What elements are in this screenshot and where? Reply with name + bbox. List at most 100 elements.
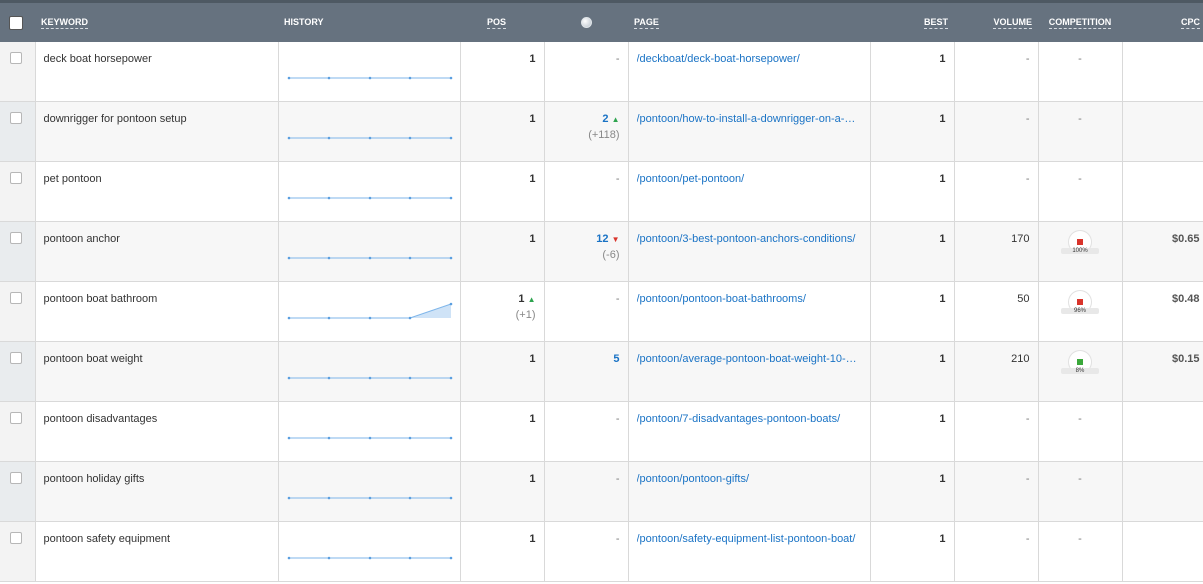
global-pos-value[interactable]: 12 xyxy=(596,233,609,245)
row-select-cell[interactable] xyxy=(0,521,36,582)
cpc-value: $0.15 xyxy=(1171,353,1200,365)
history-cell[interactable] xyxy=(278,41,461,102)
global-pos-value: - xyxy=(615,293,620,305)
history-cell[interactable] xyxy=(278,281,461,342)
col-page-label[interactable]: PAGE xyxy=(634,17,659,29)
col-best[interactable]: BEST xyxy=(870,0,954,42)
row-select-cell[interactable] xyxy=(0,101,36,162)
col-history: HISTORY xyxy=(278,0,460,42)
row-select-cell[interactable] xyxy=(0,41,36,102)
best-cell: 1 xyxy=(870,41,955,102)
row-checkbox[interactable] xyxy=(10,232,22,244)
pos-cell: 1 xyxy=(460,161,545,222)
history-sparkline xyxy=(287,136,452,140)
row-checkbox[interactable] xyxy=(10,51,22,64)
row-checkbox[interactable] xyxy=(10,112,22,124)
best-value: 1 xyxy=(939,473,946,485)
table-row[interactable]: pontoon anchor 1 12 ▼ (-6) /pontoon/3-best-p… xyxy=(0,221,1203,282)
row-select-cell[interactable] xyxy=(0,401,36,462)
col-pos[interactable]: POS xyxy=(460,0,544,42)
competition-value: - xyxy=(1078,52,1082,65)
page-link[interactable]: /pontoon/safety-equipment-list-pontoon-b… xyxy=(636,533,856,545)
select-all-checkbox[interactable] xyxy=(9,16,23,30)
table-row[interactable]: pet pontoon 1 - /pontoon/pet-pontoon/1 - - xyxy=(0,161,1203,222)
global-pos-value[interactable]: 5 xyxy=(613,353,620,365)
row-checkbox[interactable] xyxy=(10,172,22,184)
row-checkbox[interactable] xyxy=(10,412,22,424)
keyword-cell: pontoon anchor xyxy=(35,221,279,282)
page-link[interactable]: /pontoon/pontoon-gifts/ xyxy=(636,473,750,485)
keyword-text: pontoon safety equipment xyxy=(43,533,171,545)
volume-cell: - xyxy=(954,41,1039,102)
table-row[interactable]: pontoon boat bathroom 1 ▲ (+1) - /pontoon/po… xyxy=(0,281,1203,342)
page-cell: /pontoon/safety-equipment-list-pontoon-b… xyxy=(628,521,871,582)
col-best-label[interactable]: BEST xyxy=(923,17,948,29)
row-checkbox[interactable] xyxy=(10,352,22,364)
col-competition[interactable]: COMPETITION xyxy=(1038,0,1122,42)
row-select-cell[interactable] xyxy=(0,281,36,342)
best-cell: 1 xyxy=(870,401,955,462)
page-link[interactable]: /pontoon/pontoon-boat-bathrooms/ xyxy=(636,293,806,305)
col-pos-label[interactable]: POS xyxy=(486,17,506,29)
volume-cell: - xyxy=(954,161,1039,222)
page-cell: /pontoon/pontoon-gifts/ xyxy=(628,461,871,522)
row-select-cell[interactable] xyxy=(0,461,36,522)
best-value: 1 xyxy=(939,52,946,65)
best-value: 1 xyxy=(939,413,946,425)
pos-cell: 1 xyxy=(460,461,545,522)
page-link[interactable]: /pontoon/average-pontoon-boat-weight-10-… xyxy=(636,353,857,365)
history-cell[interactable] xyxy=(278,161,461,222)
history-cell[interactable] xyxy=(278,101,461,162)
globe-icon[interactable] xyxy=(581,17,592,28)
row-select-cell[interactable] xyxy=(0,341,36,402)
col-cpc-label[interactable]: CPC xyxy=(1180,17,1200,29)
row-checkbox[interactable] xyxy=(10,472,22,484)
history-cell[interactable] xyxy=(278,461,461,522)
cpc-cell xyxy=(1122,41,1203,102)
row-select-cell[interactable] xyxy=(0,161,36,222)
global-pos-value[interactable]: 2 xyxy=(602,113,609,125)
page-link[interactable]: /pontoon/7-disadvantages-pontoon-boats/ xyxy=(636,413,841,425)
select-all-cell[interactable] xyxy=(0,0,35,42)
table-row[interactable]: pontoon holiday gifts 1 - /pontoon/pontoon-… xyxy=(0,461,1203,522)
pos-cell: 1 xyxy=(460,101,545,162)
best-cell: 1 xyxy=(870,161,955,222)
page-link[interactable]: /pontoon/how-to-install-a-downrigger-on-… xyxy=(636,113,856,125)
table-row[interactable]: deck boat horsepower 1 - /deckboat/deck-boa… xyxy=(0,41,1203,102)
pos-value: 1 xyxy=(529,413,536,425)
best-value: 1 xyxy=(939,533,946,545)
keyword-text: downrigger for pontoon setup xyxy=(43,113,187,125)
row-checkbox[interactable] xyxy=(10,532,22,544)
keyword-cell: pet pontoon xyxy=(35,161,279,222)
page-link[interactable]: /pontoon/pet-pontoon/ xyxy=(636,173,745,185)
row-checkbox[interactable] xyxy=(10,292,22,304)
global-pos-cell: 5 xyxy=(544,341,629,402)
page-link[interactable]: /deckboat/deck-boat-horsepower/ xyxy=(636,52,800,65)
table-row[interactable]: pontoon boat weight 1 5/pontoon/average-po… xyxy=(0,341,1203,402)
col-volume[interactable]: VOLUME xyxy=(954,0,1038,42)
global-pos-value: - xyxy=(615,413,620,425)
col-volume-label[interactable]: VOLUME xyxy=(993,17,1032,29)
cpc-cell xyxy=(1122,461,1203,522)
best-value: 1 xyxy=(939,233,946,245)
col-keyword[interactable]: KEYWORD xyxy=(35,0,278,42)
competition-indicator: 96% xyxy=(1061,291,1099,314)
col-competition-label[interactable]: COMPETITION xyxy=(1048,17,1112,29)
competition-value: - xyxy=(1078,113,1082,125)
col-page[interactable]: PAGE xyxy=(628,0,870,42)
table-row[interactable]: pontoon safety equipment 1 - /pontoon/safet… xyxy=(0,521,1203,582)
col-global-pos[interactable] xyxy=(544,0,628,42)
volume-value: - xyxy=(1025,113,1030,125)
history-cell[interactable] xyxy=(278,401,461,462)
col-cpc[interactable]: CPC xyxy=(1122,0,1203,42)
history-cell[interactable] xyxy=(278,521,461,582)
volume-value: 50 xyxy=(1017,293,1030,305)
page-link[interactable]: /pontoon/3-best-pontoon-anchors-conditio… xyxy=(636,233,856,245)
competition-cell: - xyxy=(1038,521,1123,582)
table-row[interactable]: pontoon disadvantages 1 - /pontoon/7-disadv… xyxy=(0,401,1203,462)
history-cell[interactable] xyxy=(278,341,461,402)
history-cell[interactable] xyxy=(278,221,461,282)
table-row[interactable]: downrigger for pontoon setup 1 2 ▲ (+118) /p… xyxy=(0,101,1203,162)
col-keyword-label[interactable]: KEYWORD xyxy=(41,17,88,29)
row-select-cell[interactable] xyxy=(0,221,36,282)
